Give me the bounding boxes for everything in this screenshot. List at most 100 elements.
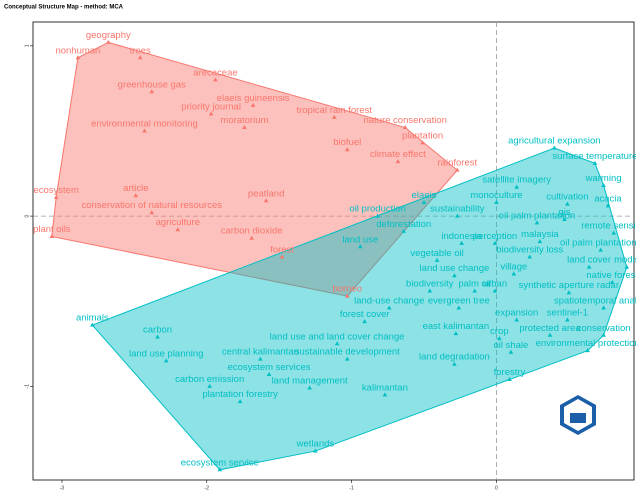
point-label: east kalimantan	[423, 321, 490, 332]
point-label: malaysia	[521, 229, 559, 240]
point-label: plant oils	[33, 224, 71, 235]
point-label: peatland	[248, 188, 284, 199]
point-label: conservation	[577, 323, 631, 334]
point	[421, 199, 427, 204]
point	[344, 147, 350, 152]
point-label: climate effect	[370, 149, 426, 160]
point-label: cultivation	[546, 192, 588, 203]
point-label: environmental protection	[536, 338, 636, 349]
point	[386, 305, 392, 310]
point	[534, 220, 540, 225]
point-label: geography	[86, 30, 131, 41]
point	[163, 358, 169, 363]
point-label: biofuel	[333, 137, 361, 148]
point-label: palm oil	[458, 279, 491, 290]
point-label: arecaceae	[193, 67, 237, 78]
point	[263, 198, 269, 203]
point	[459, 240, 464, 245]
point	[362, 319, 367, 324]
point	[455, 213, 460, 218]
point	[307, 385, 312, 390]
point-label: carbon	[143, 324, 172, 335]
point	[344, 293, 350, 298]
point	[456, 305, 462, 310]
point-label: plantation	[402, 130, 443, 141]
point-label: land-use change	[354, 296, 424, 307]
point	[279, 254, 285, 259]
point-label: surface temperature	[552, 151, 636, 162]
point-label: crop	[490, 326, 508, 337]
cluster-hull	[51, 41, 459, 297]
point-label: deforestation	[376, 219, 431, 230]
point-label: priority journal	[181, 101, 241, 112]
point-label: protected area	[519, 323, 581, 334]
point-label: tropical rain forest	[296, 105, 372, 116]
point-label: land use change	[420, 263, 490, 274]
point-label: land management	[272, 376, 348, 387]
point	[601, 305, 606, 310]
plot-frame	[32, 21, 635, 481]
point-label: ecosystem	[33, 185, 78, 196]
point	[514, 317, 519, 322]
point	[402, 125, 408, 130]
point-label: land use planning	[129, 348, 203, 359]
point-label: article	[123, 183, 148, 194]
point-label: biodiversity	[406, 279, 454, 290]
point-label: sustainable development	[295, 347, 400, 358]
point-label: sustainability	[430, 204, 485, 215]
point-label: nonhuman	[55, 45, 100, 56]
point-label: expansion	[495, 307, 538, 318]
point	[149, 210, 155, 215]
point-label: carbon dioxide	[221, 226, 283, 237]
point-label: elaeis guineensis	[217, 93, 290, 104]
point	[266, 371, 272, 376]
point-label: rainforest	[438, 158, 478, 169]
point-label: kalimantan	[362, 382, 408, 393]
point-label: perception	[473, 231, 517, 242]
point-label: sentinel-1	[547, 307, 588, 318]
point-label: native forest	[586, 270, 636, 281]
point	[375, 213, 380, 218]
point	[452, 273, 457, 278]
point	[420, 140, 425, 145]
point-label: trees	[130, 45, 151, 56]
point-label: carbon emission	[175, 374, 244, 385]
point-label: central kalimantan	[222, 347, 299, 358]
point	[313, 448, 318, 453]
point-label: evergreen tree	[428, 296, 490, 307]
point	[492, 240, 498, 245]
point	[592, 160, 598, 165]
point	[598, 247, 603, 252]
point-label: environmental monitoring	[91, 118, 198, 129]
point-label: oil shale	[493, 340, 528, 351]
point	[75, 55, 81, 60]
point	[395, 159, 401, 164]
point-label: nature conservation	[363, 115, 446, 126]
point	[527, 254, 533, 259]
point-label: monoculture	[470, 190, 522, 201]
point	[208, 111, 214, 116]
point	[547, 332, 553, 337]
point	[434, 257, 440, 262]
point-label: wetlands	[296, 439, 335, 450]
point	[508, 349, 514, 354]
point	[492, 288, 498, 293]
point-label: satellite imagery	[482, 175, 551, 186]
point	[427, 288, 433, 293]
point	[601, 332, 606, 337]
point	[497, 336, 502, 341]
point-label: warming	[585, 173, 622, 184]
point-label: spatiotemporal analysis	[554, 296, 636, 307]
point-label: acacia	[594, 193, 622, 204]
point	[155, 334, 160, 339]
point	[611, 230, 617, 235]
point-label: urban	[483, 279, 507, 290]
point-label: agricultural expansion	[508, 136, 600, 147]
chart-title: Conceptual Structure Map - method: MCA	[4, 5, 124, 11]
point	[565, 201, 570, 206]
point	[382, 392, 388, 397]
point	[566, 290, 572, 295]
point	[453, 331, 459, 336]
point-label: indonesia	[441, 231, 482, 242]
